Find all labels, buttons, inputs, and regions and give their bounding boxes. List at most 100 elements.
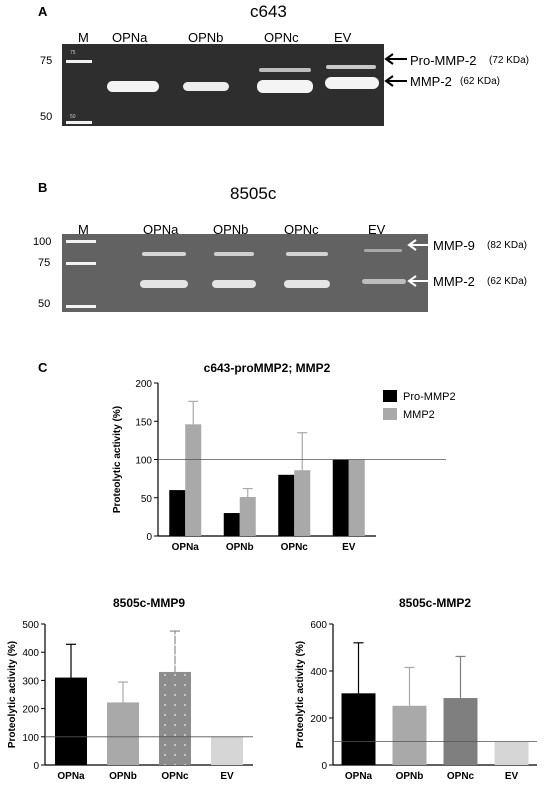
bar <box>107 702 139 765</box>
panel-b-band-ev-mmp9 <box>364 249 402 252</box>
panel-b-ladder-band-100 <box>66 240 96 243</box>
panel-a-lane-opna: OPNa <box>112 30 148 45</box>
panel-a-lane-opnb: OPNb <box>188 30 224 45</box>
legend-swatch <box>383 408 397 420</box>
panel-a-lane-m: M <box>78 30 89 45</box>
panel-a-band-opnc-promm2 <box>259 68 311 72</box>
y-tick-label: 50 <box>141 494 153 505</box>
panel-a-ladder-tag-75: 75 <box>70 50 76 56</box>
panel-a-ladder-band-75 <box>66 60 92 63</box>
panel-a-letter: A <box>38 4 48 19</box>
panel-a-ladder-band-50 <box>66 121 92 124</box>
panel-a-kda-promm2: (72 KDa) <box>489 55 530 66</box>
bar <box>443 698 478 765</box>
panel-a-gel: 75 50 <box>62 44 384 126</box>
left-arrow-icon <box>384 75 407 87</box>
panel-a-band-ev-promm2 <box>326 65 376 69</box>
bar <box>278 474 295 536</box>
panel-b-kda-mmp9: (82 KDa) <box>487 240 528 251</box>
panel-b-lane-opna: OPNa <box>143 222 179 237</box>
x-tick-label: OPNa <box>345 771 373 782</box>
panel-c-letter: C <box>38 360 48 375</box>
panel-b-title: 8505c <box>230 184 277 203</box>
bar <box>223 513 240 536</box>
bar <box>294 470 311 536</box>
bar <box>55 677 87 765</box>
x-tick-label: OPNc <box>447 771 475 782</box>
panel-b-marker-75: 75 <box>38 257 51 269</box>
panel-b-letter: B <box>38 180 48 195</box>
y-tick-label: 0 <box>33 761 39 772</box>
chart-8505c-mmp2: 8505c-MMP2 0 200 400 600 Proteolytic activity… <box>295 596 537 782</box>
panel-b-band-ev-mmp2 <box>362 279 406 284</box>
y-tick-label: 600 <box>310 620 327 631</box>
panel-a-arrow-mmp2 <box>383 74 409 92</box>
y-tick-label: 0 <box>321 761 327 772</box>
x-tick-label: OPNc <box>161 771 189 782</box>
left-arrow-icon <box>407 239 430 251</box>
panel-a-label-mmp2: MMP-2 <box>410 74 452 89</box>
panel-b-band-opnb-mmp2 <box>212 280 256 288</box>
panel-b-band-opnb-mmp9 <box>214 252 254 256</box>
panel-a-band-ev-mmp2 <box>325 77 379 89</box>
panel-b-arrow-mmp2 <box>406 274 432 292</box>
y-tick-label: 200 <box>135 379 152 390</box>
left-arrow-icon <box>384 53 407 65</box>
legend-swatch <box>383 390 397 402</box>
panel-b-lane-ev: EV <box>368 222 386 237</box>
x-tick-label: EV <box>505 771 519 782</box>
panel-b-lane-opnb: OPNb <box>213 222 249 237</box>
panel-a-label-promm2: Pro-MMP-2 <box>410 53 477 68</box>
legend-label: Pro-MMP2 <box>403 391 456 403</box>
x-tick-label: OPNa <box>172 542 200 553</box>
bar <box>239 496 256 536</box>
panel-b-band-opna-mmp2 <box>140 280 188 288</box>
chart-title: 8505c-MMP9 <box>113 596 185 610</box>
panel-b-gel <box>62 234 428 312</box>
panel-a-title: c643 <box>250 2 287 21</box>
bar <box>332 459 349 536</box>
panel-b-ladder-band-50 <box>66 305 96 308</box>
panel-b-label-mmp2: MMP-2 <box>433 274 475 289</box>
panel-b-ladder-band-75 <box>66 262 96 265</box>
bar <box>348 459 365 536</box>
bar <box>169 490 186 536</box>
panel-a-lane-ev: EV <box>334 30 352 45</box>
chart-title: 8505c-MMP2 <box>399 596 471 610</box>
x-tick-label: OPNb <box>226 542 254 553</box>
y-tick-label: 400 <box>22 648 39 659</box>
chart-title: c643-proMMP2; MMP2 <box>204 361 331 375</box>
x-tick-label: OPNc <box>281 542 309 553</box>
bar <box>494 741 529 765</box>
panel-b-band-opnc-mmp2 <box>284 280 330 288</box>
bar <box>392 705 427 765</box>
x-tick-label: OPNb <box>396 771 424 782</box>
y-axis-label: Proteolytic activity (%) <box>295 641 306 748</box>
bar <box>159 671 191 765</box>
y-tick-label: 150 <box>135 417 152 428</box>
panel-b-lane-opnc: OPNc <box>284 222 319 237</box>
y-tick-label: 400 <box>310 667 327 678</box>
panel-a-arrow-promm2 <box>383 52 409 70</box>
chart-c643: c643-proMMP2; MMP2 0 50 100 150 200 Proteolyti… <box>112 361 456 553</box>
bar <box>185 424 202 536</box>
y-tick-label: 0 <box>146 532 152 543</box>
y-tick-label: 200 <box>310 714 327 725</box>
y-tick-label: 100 <box>135 456 152 467</box>
x-tick-label: OPNb <box>109 771 137 782</box>
panel-a-band-opnb-mmp2 <box>183 82 229 91</box>
y-tick-label: 300 <box>22 676 39 687</box>
x-tick-label: EV <box>342 542 356 553</box>
panel-a-kda-mmp2: (62 KDa) <box>460 76 501 87</box>
panel-b-kda-mmp2: (62 KDa) <box>487 276 528 287</box>
panel-a-marker-50: 50 <box>40 111 53 123</box>
left-arrow-icon <box>407 275 430 287</box>
panel-b-band-opna-mmp9 <box>142 252 186 256</box>
y-tick-label: 100 <box>22 733 39 744</box>
x-tick-label: OPNa <box>57 771 85 782</box>
y-axis-label: Proteolytic activity (%) <box>112 406 123 513</box>
panel-a-band-opna-mmp2 <box>107 81 159 92</box>
panel-a-ladder-tag-50: 50 <box>70 114 76 120</box>
y-tick-label: 200 <box>22 705 39 716</box>
